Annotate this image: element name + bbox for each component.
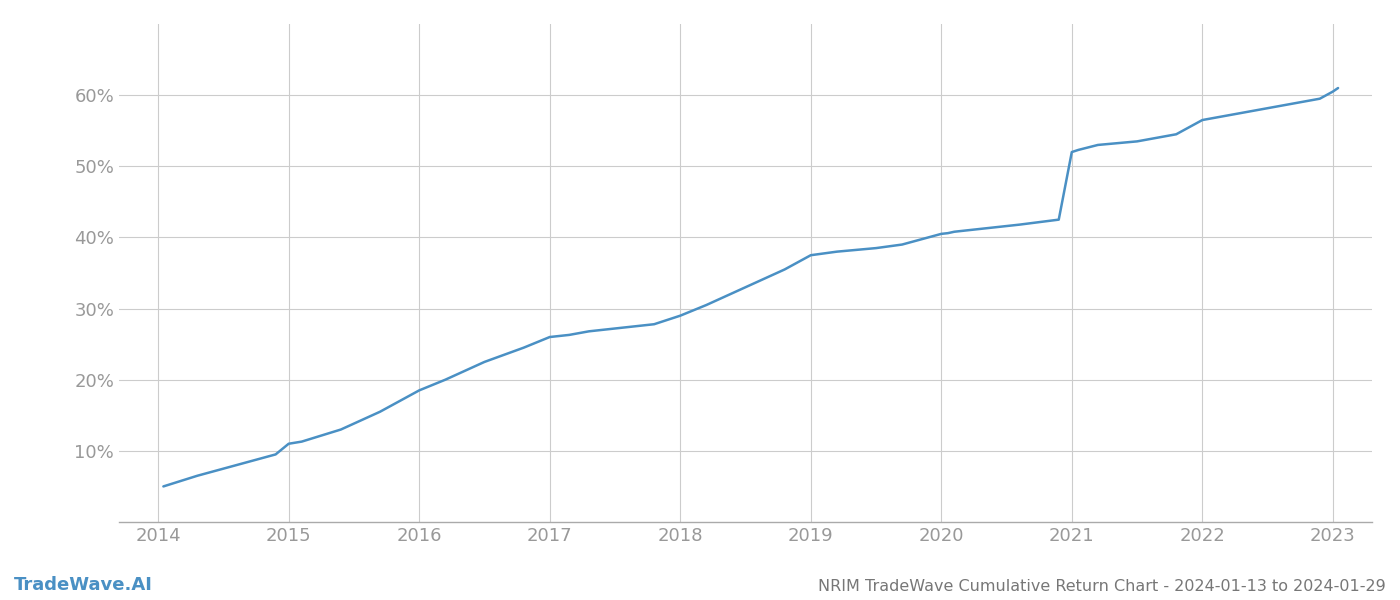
Text: NRIM TradeWave Cumulative Return Chart - 2024-01-13 to 2024-01-29: NRIM TradeWave Cumulative Return Chart -… (818, 579, 1386, 594)
Text: TradeWave.AI: TradeWave.AI (14, 576, 153, 594)
